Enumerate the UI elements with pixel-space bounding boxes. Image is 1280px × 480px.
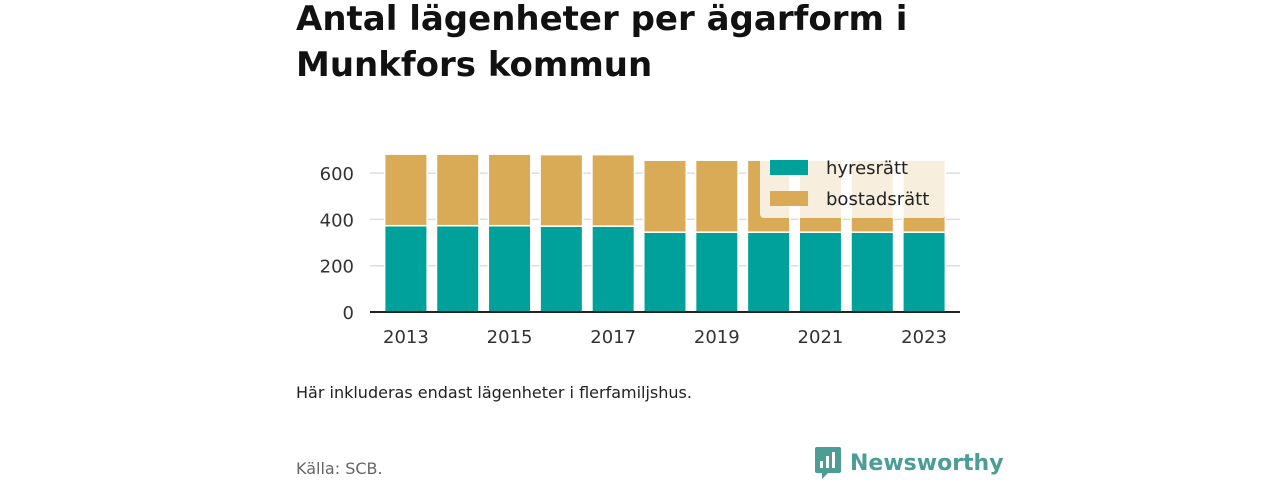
brand-logo: Newsworthy xyxy=(814,446,1004,480)
bar-bostadsratt-2017 xyxy=(591,153,636,227)
bars xyxy=(383,153,947,313)
y-tick-label: 400 xyxy=(320,210,354,231)
bar-hyresratt-2022 xyxy=(850,231,895,313)
x-tick-label: 2019 xyxy=(694,327,740,348)
bar-bostadsratt-2015 xyxy=(487,153,532,227)
bar-bostadsratt-2013 xyxy=(383,153,428,227)
legend: hyresrätt bostadsrätt xyxy=(760,152,946,218)
legend-label: bostadsrätt xyxy=(826,189,929,210)
x-tick-label: 2021 xyxy=(798,327,844,348)
bar-bostadsratt-2016 xyxy=(539,153,584,227)
bar-bostadsratt-2014 xyxy=(435,153,480,227)
bar-hyresratt-2016 xyxy=(539,225,584,313)
stacked-bar-chart: 0 200 400 600 2013 2015 2017 2019 2021 2023 hyres… xyxy=(319,152,960,348)
legend-label: hyresrätt xyxy=(826,158,908,179)
bar-hyresratt-2021 xyxy=(798,231,843,313)
x-tick-label: 2023 xyxy=(901,327,947,348)
x-tick-label: 2015 xyxy=(487,327,533,348)
x-tick-label: 2013 xyxy=(383,327,429,348)
brand-name: Newsworthy xyxy=(850,450,1004,476)
bar-hyresratt-2020 xyxy=(746,231,791,313)
bar-hyresratt-2023 xyxy=(902,231,947,313)
newsworthy-logo-icon xyxy=(815,447,841,479)
chart-note: Här inkluderas endast lägenheter i flerf… xyxy=(296,383,692,402)
bar-hyresratt-2015 xyxy=(487,224,532,313)
bar-hyresratt-2013 xyxy=(383,224,428,313)
source-text: Källa: SCB. xyxy=(296,459,383,478)
bar-hyresratt-2018 xyxy=(643,231,687,313)
x-tick-label: 2017 xyxy=(590,327,636,348)
chart-title: Antal lägenheter per ägarform i Munkfors… xyxy=(296,0,908,85)
bar-bostadsratt-2019 xyxy=(694,159,739,233)
y-tick-label: 600 xyxy=(320,164,354,185)
y-tick-label: 200 xyxy=(320,257,354,278)
bar-hyresratt-2014 xyxy=(435,224,480,313)
axes: 0 200 400 600 2013 2015 2017 2019 2021 2023 xyxy=(320,164,960,348)
legend-swatch xyxy=(770,160,808,175)
bar-hyresratt-2017 xyxy=(591,225,636,313)
bar-hyresratt-2019 xyxy=(694,231,739,313)
y-tick-label: 0 xyxy=(343,303,354,324)
bar-bostadsratt-2018 xyxy=(643,159,687,233)
legend-swatch xyxy=(770,191,808,206)
